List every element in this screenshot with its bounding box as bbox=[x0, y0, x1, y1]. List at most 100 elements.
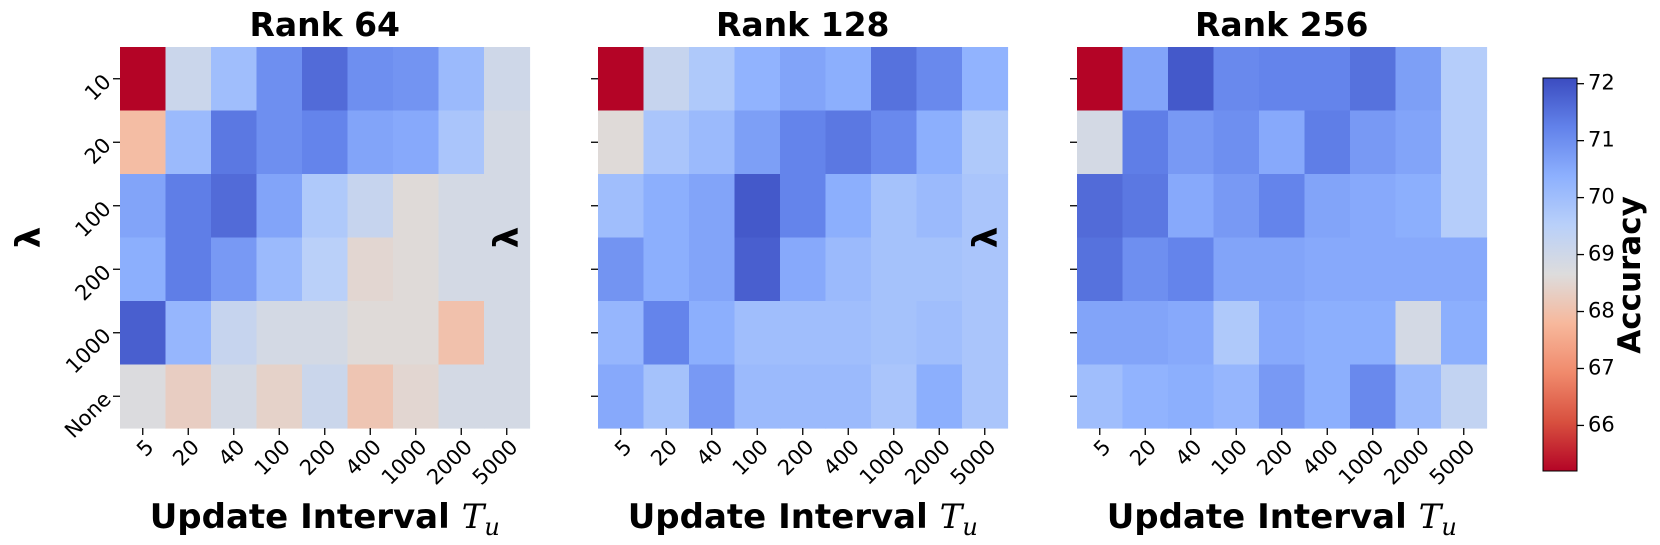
heatmap-cell bbox=[1259, 237, 1306, 302]
heatmap-cell bbox=[256, 174, 303, 239]
heatmap-cell bbox=[256, 237, 303, 302]
heatmap-cell bbox=[1077, 301, 1124, 366]
heatmap-cell bbox=[734, 237, 781, 302]
heatmap-cell bbox=[393, 301, 440, 366]
heatmap-cell bbox=[689, 174, 736, 239]
heatmap-cell bbox=[1259, 301, 1306, 366]
heatmap-cell bbox=[598, 237, 645, 302]
heatmap-cell bbox=[962, 301, 1009, 366]
x-tick-label: 20 bbox=[1125, 435, 1161, 471]
heatmap-cell bbox=[211, 47, 258, 112]
heatmap-cell bbox=[1213, 110, 1260, 175]
heatmap-cell bbox=[1441, 47, 1488, 112]
heatmap-cell bbox=[780, 301, 827, 366]
colorbar-tick-label: 68 bbox=[1588, 299, 1615, 323]
heatmap-cell bbox=[256, 301, 303, 366]
heatmap-cell bbox=[689, 364, 736, 429]
y-tick-label: 20 bbox=[80, 133, 116, 169]
heatmap-cell bbox=[1304, 301, 1351, 366]
heatmap-cell bbox=[1441, 174, 1488, 239]
heatmap-cell bbox=[871, 364, 918, 429]
heatmap-cell bbox=[598, 110, 645, 175]
heatmap-cell bbox=[165, 301, 212, 366]
heatmap-cell bbox=[825, 364, 872, 429]
heatmap-cell bbox=[1395, 174, 1442, 239]
heatmap-cell bbox=[1441, 237, 1488, 302]
heatmap-cell bbox=[1077, 47, 1124, 112]
heatmap-cell bbox=[734, 301, 781, 366]
heatmap-cell bbox=[302, 364, 349, 429]
x-tick-label: 5 bbox=[610, 435, 636, 461]
heatmap-cell bbox=[780, 364, 827, 429]
x-tick-label: 40 bbox=[214, 435, 250, 471]
heatmap-cell bbox=[871, 47, 918, 112]
x-tick-label: 40 bbox=[1171, 435, 1207, 471]
heatmap-cell bbox=[643, 237, 690, 302]
heatmap-cell bbox=[1122, 47, 1169, 112]
x-tick-label: 100 bbox=[1207, 435, 1252, 480]
heatmap-cell bbox=[438, 301, 485, 366]
x-tick-label: 200 bbox=[1252, 435, 1297, 480]
colorbar-gradient bbox=[1542, 77, 1578, 472]
colorbar-tick-label: 66 bbox=[1588, 412, 1615, 436]
heatmap-cell bbox=[1350, 47, 1397, 112]
heatmap-cell bbox=[302, 47, 349, 112]
heatmap-cell bbox=[1213, 174, 1260, 239]
heatmap-cell bbox=[347, 364, 394, 429]
heatmap-cell bbox=[871, 237, 918, 302]
heatmap-cell bbox=[1168, 237, 1215, 302]
heatmap-cell bbox=[211, 174, 258, 239]
heatmap-cell bbox=[825, 110, 872, 175]
heatmap-cell bbox=[643, 364, 690, 429]
heatmap-cell bbox=[598, 47, 645, 112]
heatmap-cell bbox=[302, 174, 349, 239]
heatmap-cell bbox=[165, 174, 212, 239]
heatmap-cell bbox=[689, 237, 736, 302]
heatmap-cell bbox=[1259, 364, 1306, 429]
heatmap-cell bbox=[484, 364, 531, 429]
heatmap-cell bbox=[1077, 237, 1124, 302]
colorbar-label: Accuracy bbox=[1612, 196, 1648, 354]
colorbar-tick-label: 72 bbox=[1588, 71, 1615, 95]
heatmap-cell bbox=[484, 110, 531, 175]
heatmap-cell bbox=[916, 364, 963, 429]
heatmap-cell bbox=[1304, 110, 1351, 175]
heatmap-cell bbox=[120, 110, 167, 175]
heatmap-cell bbox=[1077, 174, 1124, 239]
heatmap-cell bbox=[347, 110, 394, 175]
heatmap-cell bbox=[1213, 47, 1260, 112]
heatmap-cell bbox=[780, 237, 827, 302]
heatmap-cell bbox=[1077, 110, 1124, 175]
heatmap-cell bbox=[598, 174, 645, 239]
heatmap-cell bbox=[916, 301, 963, 366]
heatmap-cell bbox=[438, 237, 485, 302]
heatmap-cell bbox=[1168, 47, 1215, 112]
heatmap-cell bbox=[393, 364, 440, 429]
heatmap-cell bbox=[734, 364, 781, 429]
heatmap-cell bbox=[1122, 174, 1169, 239]
heatmap-cell bbox=[916, 237, 963, 302]
heatmap-cell bbox=[825, 47, 872, 112]
heatmap-cell bbox=[211, 237, 258, 302]
heatmap-cell bbox=[1168, 301, 1215, 366]
heatmap-cell bbox=[1304, 364, 1351, 429]
heatmap-cell bbox=[120, 237, 167, 302]
heatmap-cell bbox=[962, 174, 1009, 239]
heatmap-cell bbox=[438, 110, 485, 175]
heatmap-cell bbox=[1122, 110, 1169, 175]
heatmap-cell bbox=[256, 364, 303, 429]
heatmap-cell bbox=[1395, 47, 1442, 112]
y-tick-label: 10 bbox=[80, 70, 116, 106]
heatmap-cell bbox=[1168, 174, 1215, 239]
heatmap-cell bbox=[962, 237, 1009, 302]
x-tick-label: 20 bbox=[646, 435, 682, 471]
heatmap-cell bbox=[780, 110, 827, 175]
heatmap-cell bbox=[643, 301, 690, 366]
x-tick-label: 5 bbox=[1089, 435, 1115, 461]
heatmap-cell bbox=[962, 47, 1009, 112]
heatmap-cell bbox=[165, 237, 212, 302]
x-tick-label: 200 bbox=[773, 435, 818, 480]
colorbar-tick-label: 70 bbox=[1588, 185, 1615, 209]
